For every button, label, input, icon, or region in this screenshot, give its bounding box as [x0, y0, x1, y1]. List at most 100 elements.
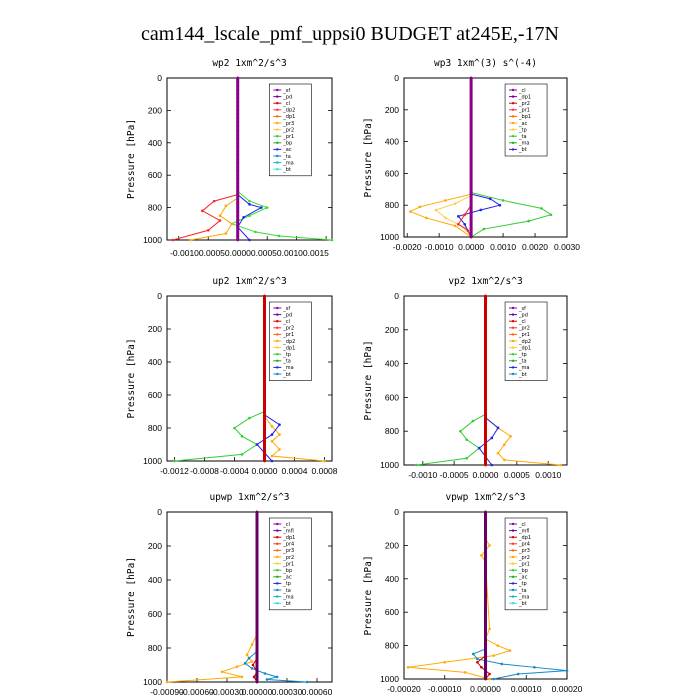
series-point [469, 132, 473, 136]
series-point [484, 336, 487, 340]
legend-marker [276, 542, 279, 545]
legend-entry: _ac [282, 575, 292, 581]
y-tick-label: 200 [385, 325, 399, 335]
series-point [457, 222, 460, 226]
series-point [265, 206, 269, 209]
legend-marker [511, 549, 515, 552]
series-point [484, 623, 487, 627]
series-point [484, 450, 487, 454]
series-point [263, 422, 266, 426]
legend-entry: _tp [282, 352, 291, 358]
legend-marker [511, 115, 515, 118]
series-point [484, 660, 487, 664]
series-point [255, 565, 259, 569]
legend-entry: _pd [282, 312, 292, 318]
series-point [240, 453, 244, 456]
series-point [250, 660, 254, 663]
series-point [255, 591, 259, 595]
series-point [255, 553, 259, 556]
series-point [484, 442, 487, 446]
legend-marker [511, 522, 515, 526]
series-point [263, 672, 267, 675]
series-point [484, 669, 487, 673]
legend-marker [276, 366, 279, 369]
series-point [236, 206, 240, 210]
legend-marker [511, 529, 515, 532]
x-tick-label: 0.0008 [312, 466, 338, 476]
series-point [484, 589, 487, 593]
y-tick-label: 400 [148, 357, 162, 367]
series-point [218, 214, 222, 217]
legend-marker [276, 102, 279, 105]
x-tick-label: 0.0000 [252, 466, 278, 476]
legend-entry: _ma [282, 160, 293, 166]
series-point [488, 677, 491, 681]
series-point [469, 207, 473, 211]
series-point [305, 680, 309, 684]
legend-entry: _pr2 [518, 101, 530, 107]
x-tick-label: 0.0020 [522, 242, 548, 252]
legend-marker [276, 353, 279, 356]
series-point [469, 128, 473, 132]
series-point [278, 423, 281, 427]
series-point [527, 219, 530, 223]
panel-4: vp2 1xm^2/s^3 Pressure [hPa] 0 200 400 600 800… [363, 276, 568, 480]
series-point [500, 662, 504, 666]
series-point [263, 372, 266, 376]
series-point [469, 96, 473, 100]
legend-entry: _tp [518, 127, 527, 133]
series-point [409, 210, 412, 213]
series-point [236, 117, 240, 120]
series-point [270, 433, 274, 436]
series-point [255, 633, 259, 637]
series-point [218, 219, 222, 222]
legend-marker [276, 339, 279, 343]
series-point [488, 627, 491, 631]
series-point [255, 642, 259, 646]
series-point [236, 234, 240, 238]
panel-1: wp2 1xm^2/s^3 Pressure [hPa] 0 200 400 600 800… [126, 58, 334, 258]
series-point [236, 137, 240, 141]
series-point [255, 595, 259, 599]
legend-marker [511, 88, 515, 92]
series-point [236, 165, 240, 169]
series-point [255, 629, 259, 633]
series-point [484, 379, 487, 382]
series-point [263, 298, 266, 302]
x-tick-label: -0.00090 [150, 687, 184, 697]
series-point [484, 573, 487, 577]
series-point [236, 121, 240, 124]
series-point [469, 195, 473, 199]
legend-entry: _pr3 [282, 548, 294, 554]
series-point [255, 621, 259, 624]
x-tick-label: -0.00020 [387, 684, 421, 694]
series-point [242, 216, 245, 219]
legend-marker [276, 88, 279, 92]
legend-marker [276, 306, 279, 310]
y-tick-label: 800 [148, 203, 162, 213]
legend-entry: _bt [518, 372, 527, 378]
legend-marker [511, 346, 515, 349]
series-point [484, 412, 487, 416]
series-point [255, 544, 259, 548]
y-tick-label: 600 [385, 607, 399, 617]
legend-entry: _pr1 [518, 561, 530, 567]
series-point [255, 676, 259, 680]
series-point [263, 302, 266, 306]
series-point [469, 116, 473, 120]
series-point [233, 426, 236, 430]
legend-entry: _ma [518, 141, 529, 147]
legend-entry: _mfl [282, 528, 294, 534]
legend-marker [276, 121, 279, 125]
series-point [263, 323, 266, 327]
series-point [540, 207, 543, 210]
y-tick-label: 800 [385, 426, 399, 436]
legend-marker [276, 346, 279, 349]
series-point [469, 144, 473, 147]
series-point [484, 370, 487, 374]
series-point [263, 315, 266, 319]
series-point [498, 203, 502, 207]
panel-title: vpwp 1xm^2/s^3 [445, 492, 525, 503]
series-point [278, 433, 281, 436]
legend-entry: _ma [282, 594, 293, 600]
